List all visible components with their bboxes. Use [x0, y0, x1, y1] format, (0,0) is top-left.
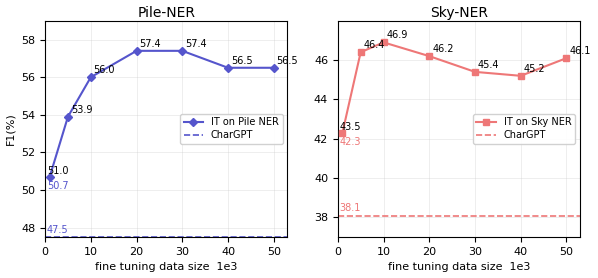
IT on Pile NER — [224, 66, 231, 70]
Text: 47.5: 47.5 — [47, 225, 68, 235]
IT on Sky NER — [357, 51, 364, 54]
X-axis label: fine tuning data size  1e3: fine tuning data size 1e3 — [388, 262, 530, 272]
IT on Pile NER — [133, 49, 140, 53]
Text: 45.4: 45.4 — [478, 60, 499, 70]
X-axis label: fine tuning data size  1e3: fine tuning data size 1e3 — [95, 262, 237, 272]
Text: 56.5: 56.5 — [231, 56, 252, 66]
Legend: IT on Pile NER, CharGPT: IT on Pile NER, CharGPT — [180, 114, 283, 144]
IT on Sky NER — [563, 56, 570, 60]
Line: IT on Pile NER: IT on Pile NER — [47, 48, 276, 180]
Text: 38.1: 38.1 — [339, 203, 361, 213]
CharGPT — [334, 214, 341, 217]
Legend: IT on Sky NER, CharGPT: IT on Sky NER, CharGPT — [472, 114, 575, 144]
IT on Sky NER — [471, 70, 478, 74]
IT on Pile NER — [87, 76, 94, 79]
IT on Sky NER — [339, 131, 346, 135]
CharGPT — [41, 235, 48, 239]
IT on Sky NER — [517, 74, 524, 78]
Title: Pile-NER: Pile-NER — [138, 6, 196, 19]
Text: 46.4: 46.4 — [364, 40, 385, 50]
Text: 46.1: 46.1 — [569, 46, 591, 56]
Text: 57.4: 57.4 — [185, 39, 207, 49]
Title: Sky-NER: Sky-NER — [430, 6, 488, 19]
Text: 56.0: 56.0 — [94, 65, 115, 75]
IT on Pile NER — [179, 49, 186, 53]
CharGPT — [339, 214, 346, 217]
Text: 46.2: 46.2 — [432, 44, 453, 54]
Text: 50.7: 50.7 — [47, 182, 69, 192]
IT on Pile NER — [65, 115, 72, 118]
IT on Sky NER — [426, 54, 433, 58]
Text: 43.5: 43.5 — [340, 122, 361, 132]
IT on Pile NER — [270, 66, 277, 70]
CharGPT — [46, 235, 53, 239]
Text: 51.0: 51.0 — [47, 166, 68, 176]
Text: 57.4: 57.4 — [139, 39, 161, 49]
IT on Pile NER — [46, 175, 53, 178]
Line: IT on Sky NER: IT on Sky NER — [340, 39, 569, 136]
Text: 45.2: 45.2 — [523, 64, 545, 74]
Text: 46.9: 46.9 — [386, 30, 408, 40]
Y-axis label: F1(%): F1(%) — [5, 113, 16, 145]
Text: 53.9: 53.9 — [71, 105, 92, 115]
Text: 56.5: 56.5 — [276, 56, 298, 66]
IT on Sky NER — [380, 41, 387, 44]
Text: 42.3: 42.3 — [340, 137, 361, 147]
